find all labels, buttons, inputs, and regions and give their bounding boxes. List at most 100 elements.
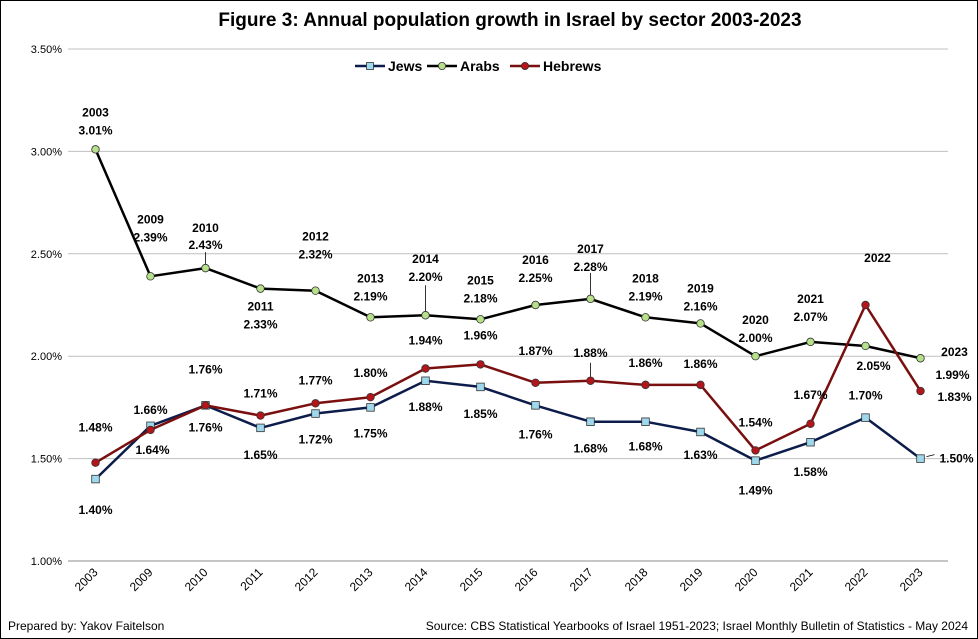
data-label-arabs: 1.99%	[935, 368, 969, 382]
y-tick-label: 2.00%	[31, 351, 62, 363]
data-label-hebrews: 1.88%	[573, 346, 607, 360]
series-line-jews	[94, 379, 922, 480]
data-label-arabs: 2.32%	[298, 248, 332, 262]
data-point-arabs	[586, 294, 595, 304]
y-axis: 1.00% 1.50% 2.00% 2.50% 3.00% 3.50%	[31, 44, 62, 568]
year-annotation: 2010	[192, 221, 219, 235]
data-point-arabs	[256, 284, 265, 293]
data-point-hebrews	[641, 380, 650, 390]
data-point-hebrews	[366, 392, 375, 402]
data-point-jews	[256, 423, 265, 433]
legend-marker	[437, 62, 446, 71]
data-label-jews: 1.68%	[628, 440, 662, 454]
data-point-arabs	[421, 311, 430, 320]
data-point-hebrews	[696, 380, 705, 390]
legend-marker	[521, 62, 530, 71]
data-label-jews: 1.75%	[353, 426, 387, 440]
series-layer	[91, 145, 925, 484]
data-label-hebrews: 1.48%	[78, 421, 112, 435]
data-point-jews	[696, 427, 705, 437]
x-tick-label: 2013	[347, 565, 376, 594]
year-annotation: 2021	[797, 292, 824, 306]
data-label-hebrews: 1.86%	[628, 356, 662, 370]
data-point-hebrews	[256, 411, 265, 420]
data-label-arabs: 2.33%	[243, 318, 277, 332]
data-label-jews: 1.58%	[793, 465, 827, 479]
data-point-arabs	[696, 319, 705, 328]
x-tick-label: 2014	[402, 565, 431, 594]
x-tick-label: 2012	[292, 565, 321, 594]
data-label-jews: 1.85%	[463, 407, 497, 421]
data-label-hebrews: 1.94%	[408, 333, 442, 347]
year-annotation: 2020	[742, 313, 769, 327]
data-point-hebrews	[751, 446, 760, 455]
data-point-jews	[366, 403, 375, 412]
year-annotation: 2018	[632, 271, 659, 285]
x-axis: 2003 2009 2010 2011 2012 2013 2014 2015 2016 2017…	[72, 565, 926, 594]
data-label-arabs: 2.19%	[353, 289, 387, 303]
data-labels: 2003 3.01% 2009 2.39% 2010 2.43% 2011 2.33% 2012…	[78, 105, 973, 517]
data-point-jews	[586, 417, 595, 426]
data-point-jews	[916, 454, 925, 463]
year-annotation: 2003	[82, 105, 109, 119]
x-tick-label: 2016	[512, 565, 541, 594]
year-annotation: 2015	[467, 273, 494, 287]
chart-title: Figure 3: Annual population growth in Is…	[218, 10, 801, 31]
data-point-arabs	[531, 300, 540, 310]
data-label-arabs: 2.28%	[573, 260, 607, 274]
data-point-arabs	[146, 272, 155, 281]
data-point-jews	[861, 413, 870, 422]
data-label-arabs: 2.43%	[188, 238, 222, 252]
x-tick-label: 2009	[127, 565, 156, 594]
year-annotation: 2012	[302, 230, 329, 244]
data-point-hebrews	[916, 386, 925, 396]
series-line-arabs	[94, 148, 921, 360]
data-label-jews: 1.72%	[298, 433, 332, 447]
data-point-jews	[311, 409, 320, 418]
x-tick-label: 2015	[457, 565, 486, 594]
data-point-arabs	[916, 354, 925, 363]
data-point-jews	[476, 382, 485, 392]
data-label-arabs: 2.00%	[738, 331, 772, 345]
data-label-jews: 1.76%	[518, 427, 552, 441]
legend: Jews Arabs Hebrews	[355, 58, 602, 74]
y-tick-label: 3.50%	[31, 44, 62, 56]
data-point-hebrews	[531, 378, 540, 388]
data-label-arabs: 2.25%	[518, 271, 552, 285]
data-label-hebrews: 1.86%	[683, 357, 717, 371]
data-point-hebrews	[91, 458, 100, 467]
data-point-hebrews	[201, 401, 210, 410]
data-point-jews	[806, 438, 815, 447]
data-label-jews: 1.70%	[848, 389, 882, 403]
x-tick-label: 2011	[237, 565, 265, 593]
data-label-hebrews: 1.76%	[188, 362, 222, 376]
y-tick-label: 2.50%	[31, 249, 62, 261]
data-label-hebrews: 1.67%	[793, 388, 827, 402]
x-tick-label: 2003	[72, 565, 101, 594]
year-annotation: 2017	[577, 242, 604, 256]
year-annotation: 2009	[137, 212, 164, 226]
x-tick-label: 2019	[677, 565, 706, 594]
gridlines	[68, 48, 948, 562]
data-label-arabs: 2.05%	[856, 359, 890, 373]
x-tick-label: 2022	[842, 565, 871, 594]
data-point-hebrews	[311, 399, 320, 408]
data-point-jews	[421, 376, 430, 385]
data-label-hebrews: 1.80%	[353, 366, 387, 380]
year-annotation: 2011	[247, 300, 273, 314]
data-label-hebrews: 1.83%	[937, 390, 971, 404]
data-label-hebrews: 1.64%	[135, 443, 169, 457]
x-tick-label: 2023	[897, 565, 926, 594]
x-tick-label: 2021	[787, 565, 816, 594]
year-annotation: 2014	[412, 252, 439, 266]
data-point-jews	[751, 456, 760, 465]
data-point-hebrews	[476, 360, 485, 369]
data-label-arabs: 2.07%	[793, 310, 827, 324]
data-label-jews: 1.63%	[683, 448, 717, 462]
y-tick-label: 3.00%	[31, 146, 62, 158]
data-label-hebrews: 1.96%	[463, 328, 497, 342]
data-point-jews	[91, 474, 100, 484]
data-label-jews: 1.66%	[133, 403, 167, 417]
data-point-arabs	[91, 145, 100, 154]
